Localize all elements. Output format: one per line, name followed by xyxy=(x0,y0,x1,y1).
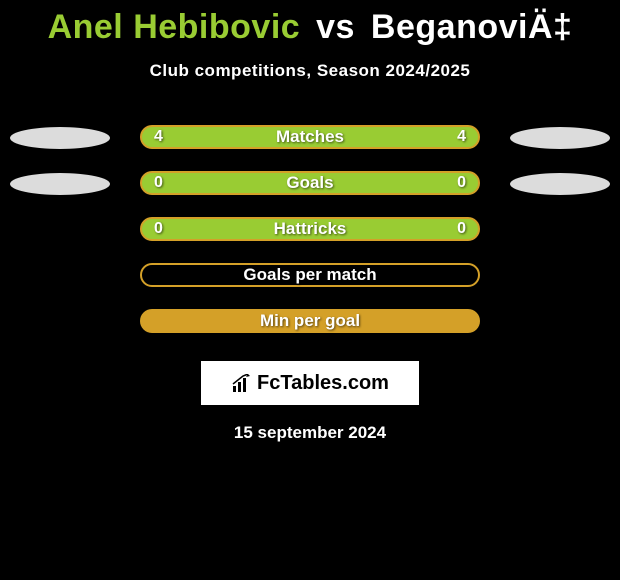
date-text: 15 september 2024 xyxy=(0,423,620,443)
stat-label: Matches xyxy=(276,127,344,147)
stat-value-right: 0 xyxy=(457,220,466,238)
stat-row: 0 Goals 0 xyxy=(0,165,620,211)
stat-row: 4 Matches 4 xyxy=(0,119,620,165)
chart-icon xyxy=(231,374,253,392)
stat-bar: 0 Hattricks 0 xyxy=(140,217,480,241)
left-shadow-ellipse xyxy=(10,173,110,195)
player1-name: Anel Hebibovic xyxy=(48,8,301,46)
right-shadow-ellipse xyxy=(510,173,610,195)
stat-bar: Goals per match xyxy=(140,263,480,287)
stat-value-right: 4 xyxy=(457,128,466,146)
logo-text: FcTables.com xyxy=(257,372,389,395)
stat-value-left: 0 xyxy=(154,174,163,192)
player2-name: BeganoviÄ‡ xyxy=(371,8,573,46)
logo: FcTables.com xyxy=(231,372,389,395)
stat-label: Min per goal xyxy=(260,311,360,331)
subtitle: Club competitions, Season 2024/2025 xyxy=(0,61,620,81)
stat-bar: Min per goal xyxy=(140,309,480,333)
stat-label: Goals xyxy=(286,173,333,193)
stat-rows: 4 Matches 4 0 Goals 0 0 Hattricks 0 Goals per mat… xyxy=(0,119,620,349)
logo-box: FcTables.com xyxy=(201,361,419,405)
stat-bar: 4 Matches 4 xyxy=(140,125,480,149)
comparison-title: Anel Hebibovic vs BeganoviÄ‡ xyxy=(0,0,620,47)
stat-label: Goals per match xyxy=(243,265,376,285)
right-shadow-ellipse xyxy=(510,127,610,149)
stat-row: 0 Hattricks 0 xyxy=(0,211,620,257)
left-shadow-ellipse xyxy=(10,127,110,149)
stat-bar: 0 Goals 0 xyxy=(140,171,480,195)
stat-value-left: 0 xyxy=(154,220,163,238)
stat-row: Min per goal xyxy=(0,303,620,349)
stat-value-right: 0 xyxy=(457,174,466,192)
stat-row: Goals per match xyxy=(0,257,620,303)
stat-label: Hattricks xyxy=(274,219,347,239)
stat-value-left: 4 xyxy=(154,128,163,146)
vs-text: vs xyxy=(316,8,355,46)
